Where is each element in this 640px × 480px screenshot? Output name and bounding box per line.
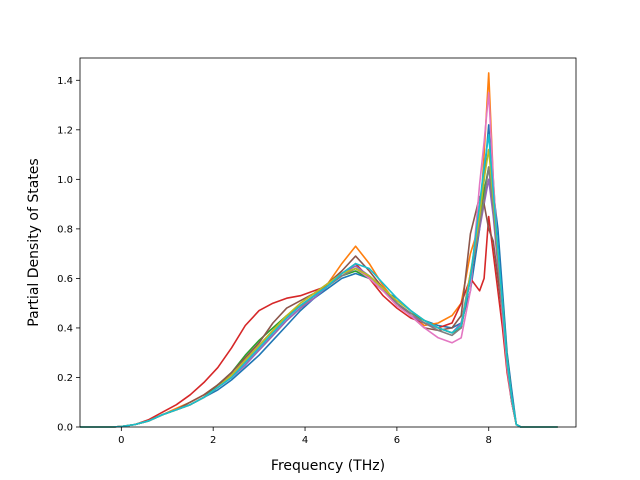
y-tick-label: 1.2	[57, 125, 73, 136]
plot-area	[80, 72, 558, 428]
x-tick-label: 2	[210, 435, 216, 446]
y-tick-label: 0.4	[57, 323, 73, 334]
y-tick-label: 0.8	[57, 224, 73, 235]
series-line-8	[80, 166, 558, 428]
x-axis: 0 2 4 6 8	[118, 427, 492, 446]
x-tick-label: 6	[394, 435, 400, 446]
x-tick-label: 8	[486, 435, 492, 446]
y-axis-label: Partial Density of States	[26, 158, 42, 326]
y-tick-label: 1.0	[57, 175, 73, 186]
axes-frame	[79, 57, 577, 428]
y-tick-label: 1.4	[57, 76, 73, 87]
y-tick-label: 0.6	[57, 274, 73, 285]
y-axis: 0.0 0.2 0.4 0.6 0.8 1.0 1.2 1.4	[57, 76, 80, 434]
y-tick-label: 0.0	[57, 423, 73, 434]
series-line-4	[80, 215, 558, 428]
series-line-10	[80, 134, 558, 428]
series-line-6	[80, 195, 558, 428]
series-line-3	[80, 166, 558, 428]
x-axis-label: Frequency (THz)	[271, 458, 385, 474]
y-tick-label: 0.2	[57, 373, 73, 384]
x-tick-label: 4	[302, 435, 308, 446]
x-tick-label: 0	[118, 435, 124, 446]
